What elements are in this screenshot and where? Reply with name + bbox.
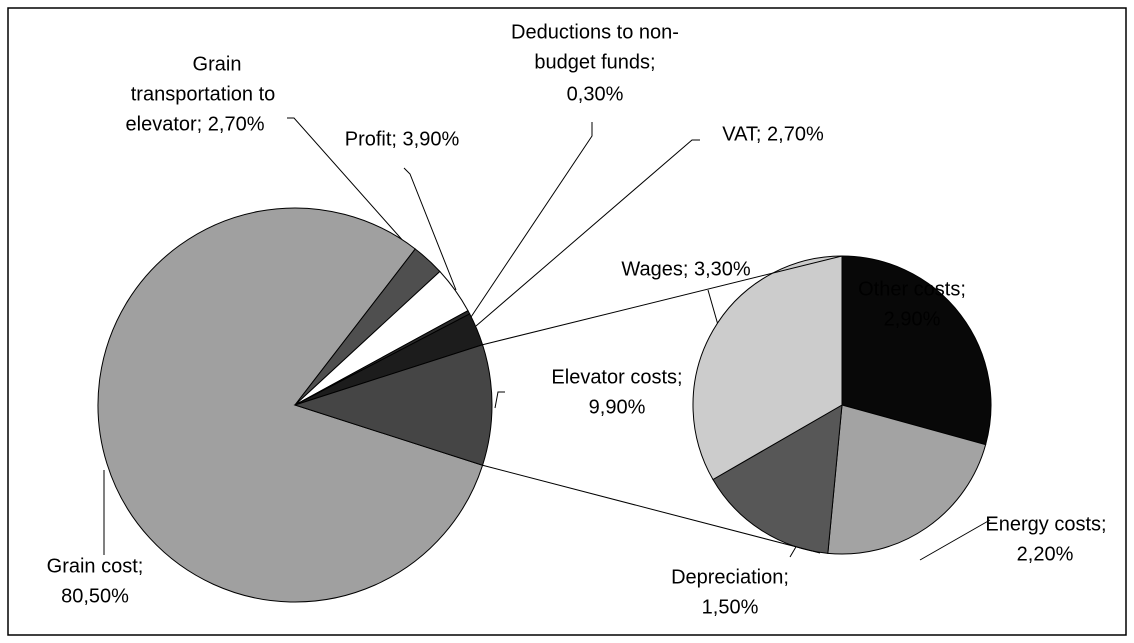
pie-slice (97, 207, 484, 603)
data-label: Elevator costs; (551, 366, 682, 388)
data-label: Energy costs; (985, 513, 1106, 535)
data-label: Deductions to non- (511, 21, 679, 43)
data-label: Other costs; (858, 278, 966, 300)
leader-line (475, 139, 700, 327)
data-label: Profit; 3,90% (345, 128, 460, 150)
leader-lines (103, 117, 991, 561)
leader-line (287, 117, 414, 253)
pie-slice (692, 255, 843, 481)
data-label: 2,90% (884, 308, 941, 330)
connector-line (482, 255, 843, 346)
data-label: budget funds; (534, 51, 655, 73)
leader-line (494, 391, 505, 409)
data-label: 0,30% (567, 83, 624, 105)
data-label: Wages; 3,30% (621, 258, 751, 280)
data-label: 1,50% (702, 596, 759, 618)
leader-line (403, 167, 457, 291)
data-label: 9,90% (589, 396, 646, 418)
data-label: 80,50% (61, 585, 129, 607)
pie-slice (293, 344, 493, 466)
connector-line (482, 464, 821, 554)
leader-line (470, 122, 593, 318)
data-label: elevator; 2,70% (126, 113, 265, 135)
data-label: 2,20% (1017, 543, 1074, 565)
data-label: Grain cost; (47, 555, 144, 577)
data-label: VAT; 2,70% (722, 123, 824, 145)
data-label: transportation to (131, 83, 276, 105)
leader-line (919, 519, 991, 561)
data-label: Depreciation; (671, 566, 789, 588)
data-label: Grain (193, 53, 242, 75)
pie-slice (827, 404, 987, 555)
pie-slice (841, 255, 992, 446)
leader-line (707, 289, 719, 326)
